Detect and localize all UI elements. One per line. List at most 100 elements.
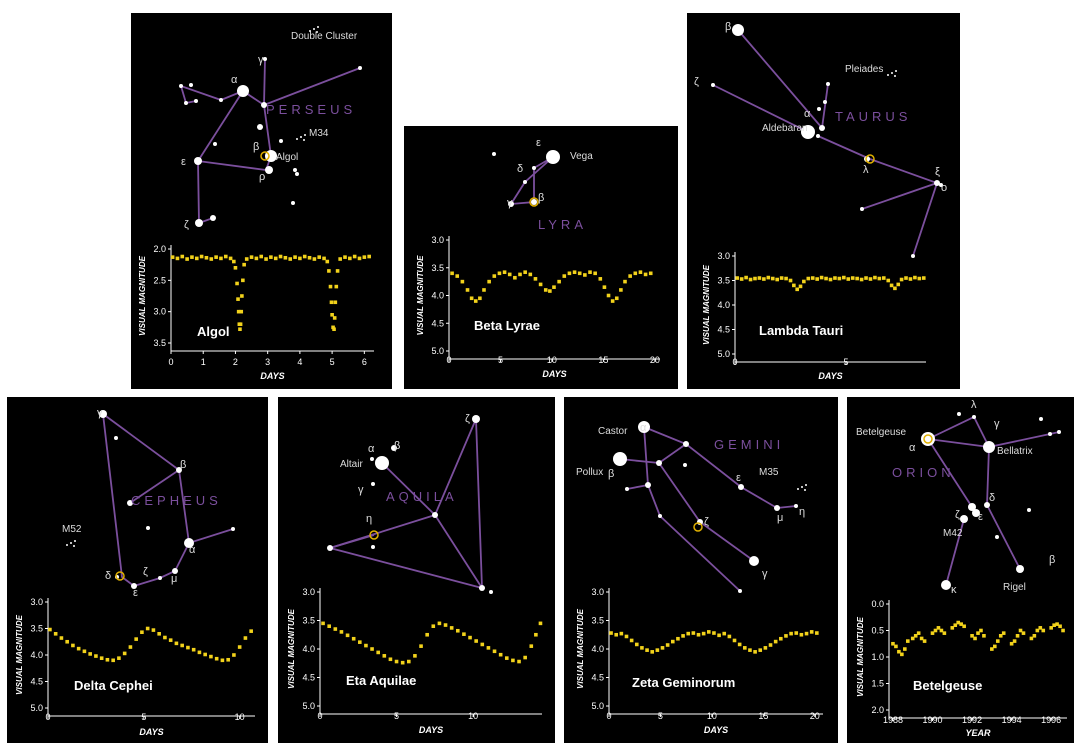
data-point (743, 646, 747, 650)
star-label: ε (978, 511, 983, 523)
data-point (478, 296, 482, 301)
y-axis-label: VISUAL MAGNITUDE (15, 614, 24, 695)
star-label: κ (951, 584, 957, 596)
data-point (99, 656, 104, 660)
y-tick-label: 2.0 (153, 244, 166, 254)
data-point (819, 275, 824, 280)
data-point (619, 288, 623, 292)
star-marker (194, 157, 202, 165)
data-point (174, 641, 179, 646)
constellation-name: LYRA (538, 217, 587, 232)
data-point (1015, 634, 1020, 638)
star-marker (371, 482, 375, 486)
data-point (105, 657, 110, 662)
y-tick-label: 3.5 (717, 276, 730, 286)
data-point (194, 256, 199, 261)
data-point (449, 626, 454, 630)
chart-zeta-geminorum: GEMINI Castor Pollux M35 α β γ ε ζ η μ 3.0 3.5 4.0 4.5… (576, 421, 823, 735)
data-point (538, 621, 543, 626)
data-point (425, 632, 429, 637)
data-point (810, 276, 815, 280)
constellation-line (737, 29, 823, 129)
data-point (982, 634, 986, 638)
data-point (1001, 631, 1006, 635)
star-marker (127, 500, 133, 506)
data-point (71, 643, 75, 648)
star-marker (263, 57, 267, 61)
data-point (970, 634, 974, 638)
constellation-line (927, 438, 990, 448)
data-point (779, 276, 784, 280)
data-point (990, 647, 994, 651)
data-point (577, 271, 582, 276)
data-point (348, 256, 352, 261)
data-point (351, 636, 356, 641)
data-point (468, 635, 472, 640)
data-point (602, 285, 607, 289)
star-label: Aldebaran (762, 123, 808, 134)
panel-delta-cephei: CEPHEUS M52 α β γ δ ε ζ μ 3.0 3.5 4.0 4.5 5.0 0 5 10 DAYS… (7, 397, 268, 743)
y-tick-label: 4.0 (591, 644, 604, 654)
constellation-name: PERSEUS (266, 102, 356, 117)
data-point (243, 636, 248, 640)
constellation-line (945, 518, 965, 586)
data-point (619, 631, 624, 636)
data-point (370, 647, 374, 651)
star-marker (972, 415, 976, 419)
star-marker (546, 150, 560, 164)
star-label: α (640, 422, 647, 434)
data-point (799, 632, 804, 637)
star-marker (370, 457, 374, 461)
constellation-line (381, 462, 436, 516)
data-point (903, 647, 907, 651)
data-point (815, 277, 819, 281)
star-marker (261, 102, 267, 108)
data-point (226, 657, 230, 662)
star-label: γ (507, 197, 513, 209)
series-name: Zeta Geminorum (632, 675, 735, 690)
data-point (191, 647, 196, 652)
data-point (998, 634, 1003, 638)
star-marker (983, 441, 995, 453)
constellation-line (263, 58, 266, 106)
data-point (543, 288, 548, 292)
star-label: λ (863, 164, 869, 176)
star-label: ε (181, 156, 186, 168)
data-point (824, 276, 828, 281)
star-cluster-icon (66, 540, 76, 547)
x-tick-label: 15 (758, 711, 768, 721)
x-tick-label: 5 (658, 711, 663, 721)
data-point (939, 628, 944, 633)
data-point (908, 277, 913, 281)
y-tick-label: 3.0 (302, 587, 315, 597)
data-point (498, 652, 503, 657)
data-point (168, 638, 173, 642)
constellation-name: ORION (892, 465, 955, 480)
star-label: M35 (759, 467, 779, 478)
data-point (507, 272, 512, 277)
data-point (588, 270, 592, 274)
series-name: Algol (197, 324, 230, 339)
y-tick-label: 4.5 (591, 673, 604, 683)
data-point (518, 272, 522, 277)
constellation-line (329, 418, 483, 589)
data-point (979, 628, 983, 633)
star-marker (972, 509, 980, 517)
data-point (237, 645, 242, 649)
data-point (59, 636, 64, 640)
data-point (562, 274, 567, 278)
data-point (766, 275, 771, 280)
x-tick-label: 0 (317, 711, 322, 721)
star-marker (358, 66, 362, 70)
star-label: α (231, 74, 238, 86)
data-point (199, 254, 204, 259)
data-point (798, 284, 803, 289)
star-marker (1016, 565, 1024, 573)
data-point (497, 271, 502, 276)
data-point (1041, 628, 1046, 633)
data-point (460, 279, 465, 284)
x-tick-label: 20 (650, 355, 660, 365)
star-marker (645, 482, 651, 488)
data-point (648, 271, 653, 276)
series-name: Delta Cephei (74, 678, 153, 693)
